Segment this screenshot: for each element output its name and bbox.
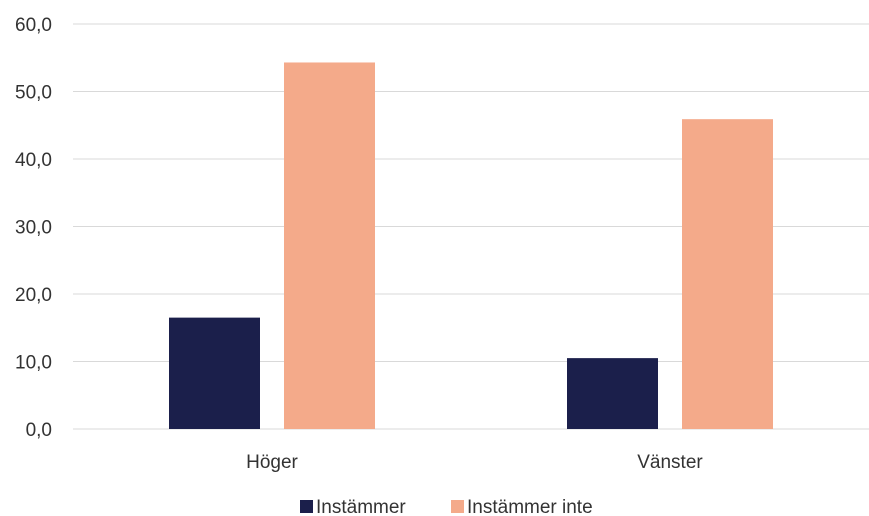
bar-höger-series-1: [284, 62, 375, 429]
y-tick-label: 60,0: [15, 15, 52, 36]
y-tick-label: 0,0: [26, 420, 52, 441]
y-tick-label: 30,0: [15, 218, 52, 239]
y-tick-label: 50,0: [15, 83, 52, 104]
bars: [169, 62, 773, 430]
x-category-label: Höger: [246, 452, 298, 473]
y-tick-label: 10,0: [15, 353, 52, 374]
y-axis: 0,0 10,0 20,0 30,0 40,0 50,0 60,0: [15, 15, 52, 441]
legend-swatch: [451, 500, 464, 513]
x-axis: Höger Vänster: [246, 452, 703, 473]
y-tick-label: 20,0: [15, 285, 52, 306]
x-category-label: Vänster: [637, 452, 703, 473]
bar-vänster-series-0: [567, 358, 658, 429]
y-tick-label: 40,0: [15, 150, 52, 171]
legend-label: Instämmer: [316, 497, 406, 516]
legend-swatch: [300, 500, 313, 513]
bar-vänster-series-1: [682, 119, 773, 430]
legend: Instämmer Instämmer inte: [300, 497, 593, 516]
legend-label: Instämmer inte: [467, 497, 593, 516]
bar-höger-series-0: [169, 317, 260, 429]
